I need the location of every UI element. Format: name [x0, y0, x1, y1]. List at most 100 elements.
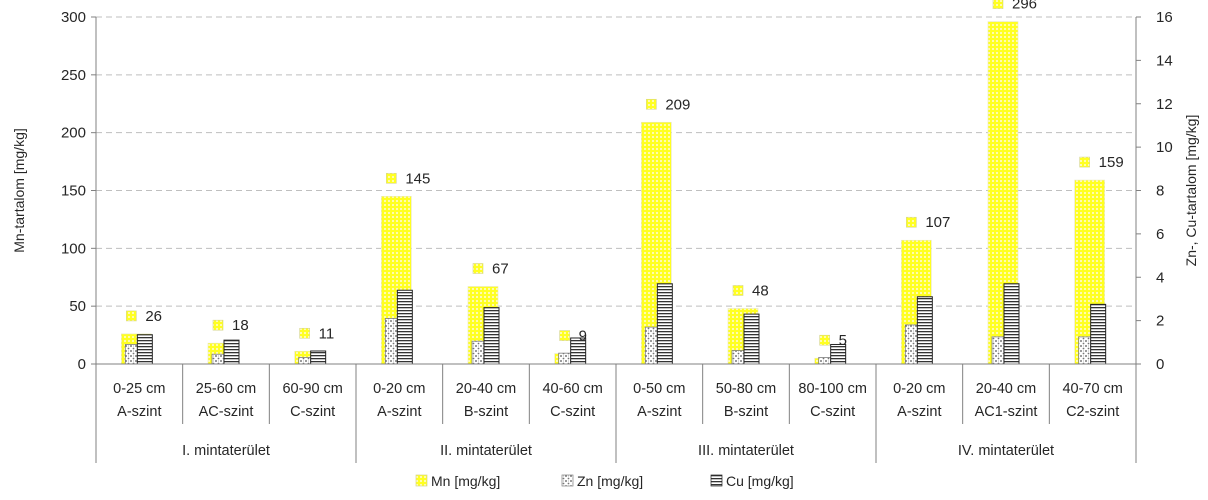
category-label: 40-70 cm [1062, 381, 1122, 397]
group-label: III. mintaterület [698, 443, 794, 459]
zn-bar [904, 324, 918, 365]
mn-data-label: 48 [752, 282, 769, 299]
category-label: C2-szint [1066, 404, 1119, 420]
data-labels: 26 18 11 145 67 9 209 48 5 107 296 159 [126, 0, 1124, 349]
category-label: 20-40 cm [976, 381, 1036, 397]
zn-bar [644, 326, 658, 365]
data-label-marker [819, 334, 830, 346]
category-label: AC1-szint [975, 404, 1038, 420]
category-label: AC-szint [199, 404, 254, 420]
data-label-marker [1079, 156, 1090, 168]
cu-bar [136, 334, 153, 365]
y2-axis-title: Zn-, Cu-tartalom [mg/kg] [1183, 115, 1199, 267]
cu-bar [656, 283, 673, 365]
mn-data-label: 9 [579, 328, 587, 345]
cu-bar [1090, 303, 1107, 365]
y-tick-label: 100 [61, 240, 86, 257]
category-label: B-szint [464, 404, 508, 420]
gridlines [96, 16, 1136, 307]
mn-data-label: 18 [232, 317, 249, 334]
zn-bar [384, 318, 398, 365]
category-label: 0-25 cm [113, 381, 165, 397]
mn-data-label: 209 [665, 96, 690, 113]
cu-bar [223, 339, 240, 365]
y-tick-label: 300 [61, 9, 86, 26]
zn-bar [124, 344, 138, 365]
legend-cu-label: Cu [mg/kg] [726, 473, 794, 489]
y-axis-title: Mn-tartalom [mg/kg] [11, 128, 27, 252]
zn-bar [991, 336, 1005, 365]
group-label: IV. mintaterület [958, 443, 1054, 459]
legend-cu-swatch [710, 474, 723, 487]
category-label: 60-90 cm [282, 381, 342, 397]
zn-bar [558, 352, 572, 365]
category-label: 0-20 cm [893, 381, 945, 397]
legend-mn-swatch [415, 474, 428, 487]
data-label-marker [646, 98, 657, 110]
data-label-marker [906, 216, 917, 228]
y-tick-label: 250 [61, 67, 86, 84]
y2-tick-label: 2 [1156, 313, 1164, 330]
mn-data-label: 11 [319, 325, 335, 342]
y2-tick-label: 10 [1156, 139, 1173, 156]
data-label-marker [732, 285, 744, 296]
y-tick-label: 0 [78, 356, 86, 373]
y2-tick-label: 16 [1156, 9, 1173, 26]
zn-bar [211, 353, 225, 365]
mn-data-label: 145 [405, 170, 430, 187]
category-label: 80-100 cm [798, 381, 867, 397]
category-label: C-szint [550, 404, 595, 420]
category-label: 50-80 cm [716, 381, 776, 397]
data-label-marker [472, 263, 484, 274]
y2-tick-label: 0 [1156, 356, 1164, 373]
mn-data-label: 67 [492, 261, 509, 278]
mn-data-label: 296 [1012, 0, 1037, 13]
category-label: C-szint [290, 404, 335, 420]
zn-bar [471, 340, 485, 365]
legend-zn-swatch [561, 474, 574, 487]
axes: 0 50 100 150 200 250 300 0 2 4 6 8 10 12 14 16 Mn-tartal… [11, 9, 1199, 463]
zn-bar [298, 357, 312, 365]
category-label: 0-20 cm [373, 381, 425, 397]
legend-zn-label: Zn [mg/kg] [577, 473, 643, 489]
legend-mn-label: Mn [mg/kg] [431, 473, 500, 489]
category-label: C-szint [810, 404, 855, 420]
group-label: II. mintaterület [440, 443, 532, 459]
mn-data-label: 5 [839, 332, 847, 349]
y-tick-label: 200 [61, 125, 86, 142]
y2-tick-label: 12 [1156, 96, 1173, 113]
data-label-marker [212, 319, 224, 331]
y-tick-label: 50 [69, 298, 86, 315]
zn-bar [731, 350, 745, 365]
category-label: B-szint [724, 404, 768, 420]
group-label: I. mintaterület [182, 443, 270, 459]
y2-tick-label: 8 [1156, 183, 1164, 200]
y2-tick-label: 6 [1156, 226, 1164, 243]
cu-bar [916, 296, 933, 365]
cu-bar [483, 307, 500, 365]
category-label: 40-60 cm [542, 381, 602, 397]
category-label: A-szint [637, 404, 681, 420]
data-label-marker [126, 310, 137, 322]
zn-bar [818, 357, 832, 365]
y-tick-label: 150 [61, 183, 86, 200]
mn-data-label: 159 [1099, 154, 1124, 171]
data-label-marker [992, 0, 1004, 9]
bars [121, 21, 1107, 365]
mn-data-label: 26 [145, 308, 162, 325]
mn-data-label: 107 [925, 214, 950, 231]
data-label-marker [559, 330, 570, 341]
y2-tick-label: 4 [1156, 269, 1164, 286]
category-label: A-szint [377, 404, 421, 420]
cu-bar [310, 350, 327, 365]
category-label: 20-40 cm [456, 381, 516, 397]
data-label-marker [299, 327, 310, 339]
category-label: 25-60 cm [196, 381, 256, 397]
cu-bar [1003, 283, 1020, 365]
category-label: A-szint [897, 404, 941, 420]
zn-bar [1078, 336, 1092, 365]
category-label: 0-50 cm [633, 381, 685, 397]
y2-tick-label: 14 [1156, 52, 1173, 69]
